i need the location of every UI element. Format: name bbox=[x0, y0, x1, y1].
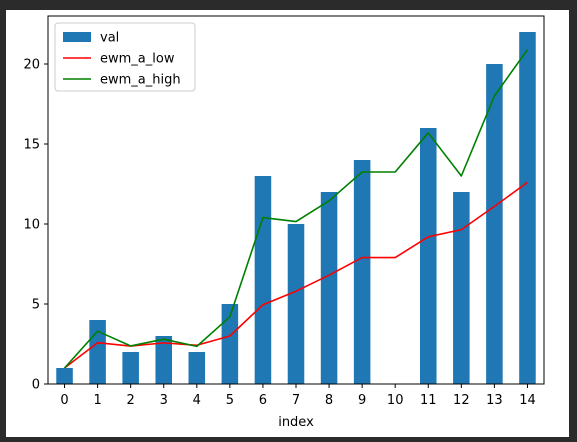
y-tick-label: 15 bbox=[23, 138, 40, 153]
bar-val-6 bbox=[254, 176, 272, 384]
x-tick-label: 3 bbox=[160, 393, 168, 408]
x-axis-label: index bbox=[278, 415, 314, 430]
x-tick-label: 0 bbox=[60, 393, 68, 408]
bar-series-group bbox=[56, 32, 536, 384]
x-tick-label: 8 bbox=[325, 393, 333, 408]
bar-val-14 bbox=[519, 32, 536, 384]
legend-label-ewm_a_low: ewm_a_low bbox=[100, 52, 175, 67]
x-tick-label: 14 bbox=[519, 393, 536, 408]
x-tick-label: 5 bbox=[226, 393, 234, 408]
legend-swatch-val bbox=[63, 32, 91, 42]
x-tick-label: 12 bbox=[453, 393, 470, 408]
legend-label-ewm_a_high: ewm_a_high bbox=[100, 73, 181, 88]
bar-val-7 bbox=[287, 224, 305, 384]
x-tick-label: 7 bbox=[292, 393, 300, 408]
line-ewm_a_low bbox=[64, 181, 528, 369]
chart-figure: 0 1 2 3 4 5 6 7 8 9 10 11 12 13 14 0 5 10 15 20 index val ewm… bbox=[6, 10, 569, 437]
line-ewm_a_high bbox=[63, 49, 529, 369]
bar-val-11 bbox=[420, 128, 437, 384]
x-tick-label: 9 bbox=[358, 393, 366, 408]
x-tick-label: 10 bbox=[387, 393, 404, 408]
legend: val ewm_a_low ewm_a_high bbox=[54, 22, 196, 92]
bar-val-0 bbox=[56, 368, 73, 384]
y-tick-label: 0 bbox=[32, 378, 40, 393]
bar-val-5 bbox=[221, 304, 239, 384]
bar-val-9 bbox=[353, 160, 371, 384]
y-tick-label: 5 bbox=[32, 298, 40, 313]
legend-label-val: val bbox=[100, 31, 119, 46]
line-series-group bbox=[63, 49, 529, 369]
bar-val-1 bbox=[89, 320, 106, 384]
x-tick-label: 13 bbox=[486, 393, 503, 408]
bar-val-3 bbox=[155, 336, 172, 384]
bar-val-8 bbox=[320, 192, 338, 384]
x-tick-label: 2 bbox=[127, 393, 135, 408]
x-tick-label: 6 bbox=[259, 393, 267, 408]
bar-val-2 bbox=[122, 352, 139, 384]
bar-val-12 bbox=[453, 192, 470, 384]
y-tick-label: 20 bbox=[23, 58, 40, 73]
y-tick-label: 10 bbox=[23, 218, 40, 233]
x-tick-label: 1 bbox=[93, 393, 101, 408]
x-tick-label: 4 bbox=[193, 393, 201, 408]
x-tick-label: 11 bbox=[420, 393, 437, 408]
bar-val-4 bbox=[188, 352, 206, 384]
bar-val-13 bbox=[486, 64, 503, 384]
